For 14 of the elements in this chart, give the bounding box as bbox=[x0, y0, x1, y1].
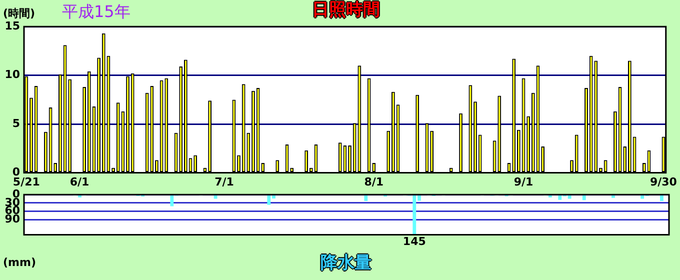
x-tick-label: 9/1 bbox=[514, 175, 534, 188]
text: 降水量 bbox=[320, 253, 372, 273]
x-tick-label: 8/1 bbox=[364, 175, 384, 188]
x-tick-label: 6/1 bbox=[70, 175, 90, 188]
y-tick-label: 5 bbox=[12, 116, 20, 130]
y-axis-title: (mm) bbox=[3, 256, 36, 269]
y-tick-label: 15 bbox=[4, 19, 20, 32]
x-tick-label: 7/1 bbox=[214, 175, 234, 188]
x-tick-label: 9/30 bbox=[650, 175, 678, 188]
chart-subtitle: 平成15年 bbox=[62, 2, 130, 23]
y-axis-title: (時間) bbox=[3, 6, 36, 21]
y-tick-label: 10 bbox=[4, 68, 20, 82]
data-label: 145 bbox=[402, 235, 426, 248]
chart-title: 日照時間 bbox=[312, 0, 380, 20]
